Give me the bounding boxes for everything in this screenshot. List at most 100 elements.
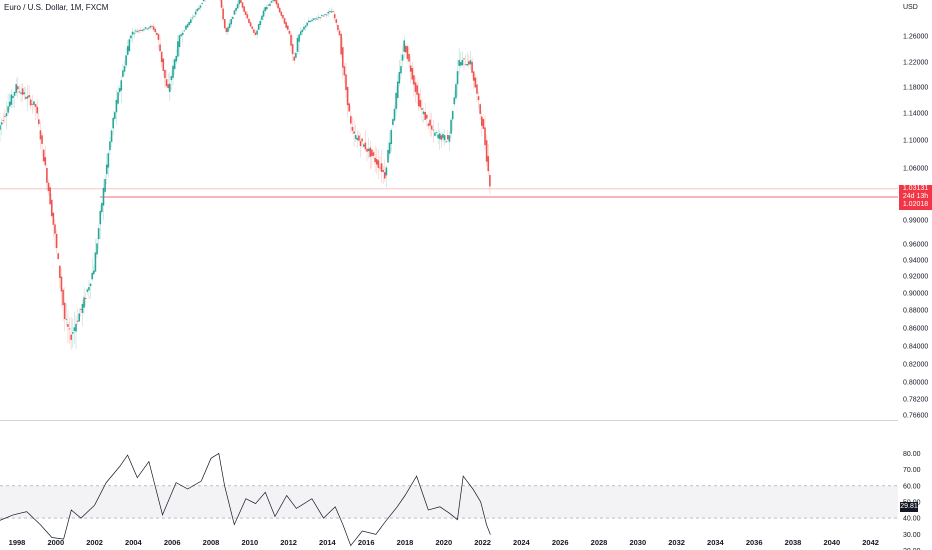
candle-up (265, 6, 268, 10)
countdown-tag: 24d 13h (899, 193, 932, 202)
candle-up (117, 92, 119, 104)
symbol-title[interactable]: Euro / U.S. Dollar, 1M, FXCM (4, 3, 109, 12)
candle-up (235, 7, 237, 11)
candle-up (456, 71, 459, 85)
candle-up (97, 228, 100, 240)
candle-down (167, 84, 169, 89)
candle-down (151, 25, 153, 27)
time-tick-label: 2038 (785, 538, 802, 547)
candle-up (175, 55, 178, 62)
candle-down (240, 0, 242, 3)
candle-up (141, 29, 144, 31)
currency-label[interactable]: USD (903, 4, 918, 11)
candle-down (382, 170, 384, 172)
time-tick-label: 2042 (862, 538, 879, 547)
candle-up (125, 55, 127, 66)
candle-up (89, 283, 92, 287)
candle-up (185, 25, 187, 30)
candle-down (280, 11, 283, 16)
candle-up (450, 119, 452, 134)
candle-down (70, 334, 72, 340)
candle-up (316, 18, 318, 20)
candle-down (254, 32, 257, 36)
time-tick-label: 2040 (823, 538, 840, 547)
candle-up (173, 59, 176, 70)
candle-up (181, 32, 184, 35)
candle-up (362, 144, 365, 147)
candle-up (259, 20, 262, 26)
candle-down (409, 65, 412, 72)
candle-up (8, 101, 11, 107)
time-tick-label: 2002 (86, 538, 103, 547)
candle-up (191, 17, 194, 19)
candle-up (194, 11, 197, 15)
candle-down (4, 116, 6, 117)
price-tag-upper: 1.03131 (899, 185, 932, 194)
candle-down (413, 75, 415, 85)
price-tick-label: 1.18000 (903, 85, 928, 92)
candle-down (17, 86, 19, 90)
candle-down (414, 82, 417, 92)
candle-up (257, 24, 260, 30)
candle-down (463, 58, 465, 60)
candle-up (13, 91, 16, 96)
candle-up (146, 28, 148, 30)
candle-up (403, 40, 405, 52)
candle-down (343, 66, 346, 76)
candle-up (438, 133, 441, 140)
candle-down (47, 182, 50, 192)
candle-up (15, 84, 17, 93)
candle-up (101, 203, 103, 213)
time-tick-label: 2030 (629, 538, 646, 547)
candle-down (341, 47, 344, 68)
candle-down (487, 156, 490, 172)
candle-up (135, 30, 137, 32)
candle-up (112, 117, 114, 129)
candle-up (306, 22, 308, 26)
candle-up (81, 303, 84, 313)
candle-down (39, 130, 42, 140)
price-tick-label: 0.96000 (903, 242, 928, 249)
candle-up (256, 30, 258, 35)
rsi-pane[interactable] (0, 420, 898, 547)
candle-down (57, 253, 60, 260)
candle-up (298, 34, 300, 42)
candle-up (199, 5, 202, 8)
candle-down (156, 32, 158, 35)
time-tick-label: 2014 (319, 538, 337, 547)
time-tick-label: 2034 (707, 538, 725, 547)
candle-down (63, 302, 66, 320)
price-tick-label: 0.90000 (903, 291, 928, 298)
candle-down (408, 53, 410, 62)
candle-down (361, 138, 363, 142)
candle-down (350, 116, 352, 124)
candle-up (123, 66, 126, 72)
candle-down (28, 95, 30, 98)
candle-up (227, 27, 229, 32)
candle-up (329, 11, 331, 12)
candle-up (202, 0, 205, 2)
candle-down (380, 163, 383, 172)
candle-up (317, 17, 320, 19)
candle-up (5, 113, 8, 117)
candle-up (109, 141, 111, 151)
time-tick-label: 2036 (746, 538, 763, 547)
candle-down (358, 135, 360, 141)
time-tick-label: 2020 (435, 538, 452, 547)
candle-up (466, 64, 469, 66)
candle-down (154, 28, 157, 33)
rsi-tick-label: 40.00 (903, 516, 921, 523)
candle-up (238, 0, 241, 5)
candle-up (136, 31, 139, 33)
candle-down (165, 79, 168, 87)
horizontal-levels[interactable] (0, 188, 898, 198)
time-tick-label: 1998 (9, 538, 26, 547)
time-axis[interactable]: 1998 2000 2002 2004 2006 2008 2010 2012 2014 2016… (9, 538, 879, 547)
price-tick-label: 0.94000 (903, 258, 928, 265)
candle-up (10, 94, 13, 105)
price-tag-lower: 1.02018 (899, 201, 932, 210)
price-axis[interactable]: 1.26000 1.22000 1.18000 1.14000 1.10000 1.060… (903, 34, 928, 420)
candle-up (312, 18, 315, 20)
